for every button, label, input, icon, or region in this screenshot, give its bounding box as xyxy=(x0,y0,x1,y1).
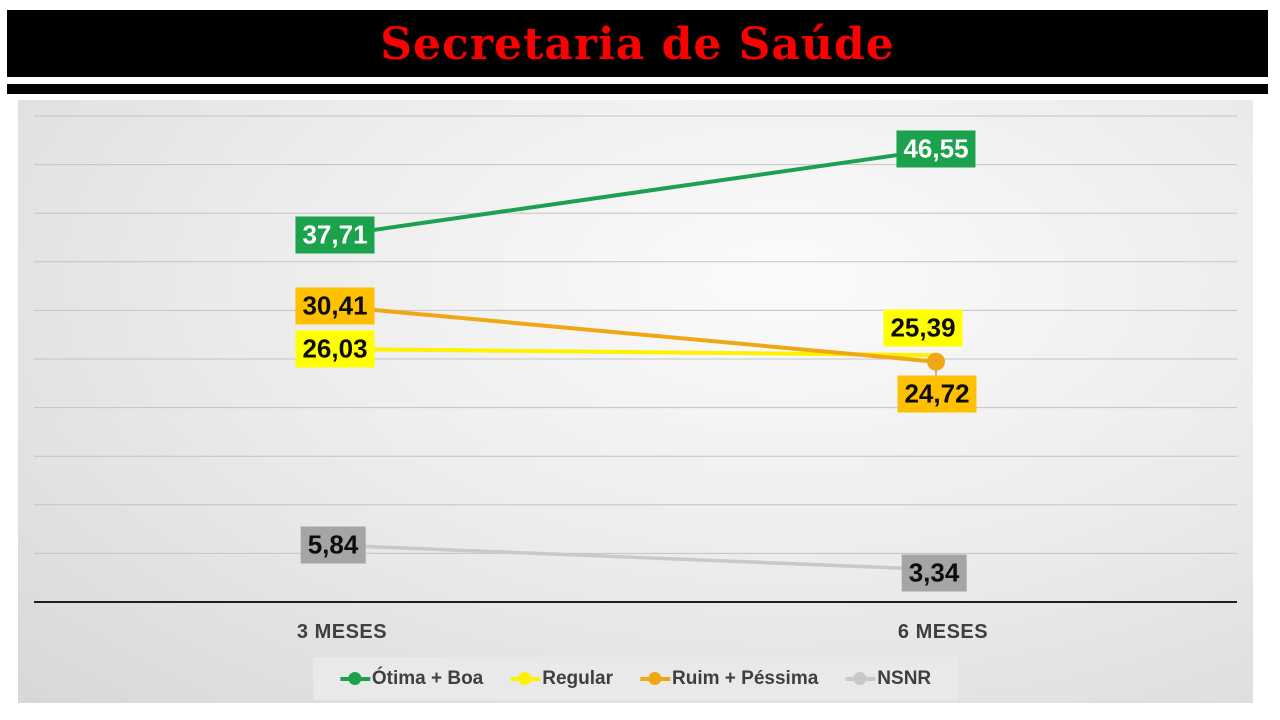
data-label: 24,72 xyxy=(897,375,977,413)
legend-marker-dot xyxy=(853,671,867,685)
point-marker-icon xyxy=(927,352,945,371)
series-line xyxy=(333,543,938,572)
data-label: 3,34 xyxy=(901,554,967,592)
title-banner: Secretaria de Saúde xyxy=(7,10,1268,77)
chart-area: 37,71 46,55 26,03 25,39 30,41 24,72 5,84 3,34 3… xyxy=(18,100,1253,703)
legend-item: NSNR xyxy=(845,668,931,690)
data-label: 30,41 xyxy=(295,287,375,325)
legend-series-marker-icon xyxy=(640,671,671,686)
series-line xyxy=(333,304,938,364)
legend-series-marker-icon xyxy=(339,671,370,686)
data-label: 37,71 xyxy=(295,216,375,254)
legend-marker-dot xyxy=(648,671,662,685)
legend-label: Ótima + Boa xyxy=(371,667,484,689)
divider-bar xyxy=(7,84,1268,94)
legend-label: NSNR xyxy=(877,667,932,689)
legend-series-marker-icon xyxy=(510,671,541,686)
legend-item: Regular xyxy=(510,668,613,690)
legend-marker-dot xyxy=(518,671,532,685)
page-title: Secretaria de Saúde xyxy=(380,18,895,70)
data-label: 5,84 xyxy=(300,526,366,564)
legend-item: Ruim + Péssima xyxy=(640,668,818,690)
chart-canvas xyxy=(34,115,1237,603)
legend-label: Ruim + Péssima xyxy=(672,667,819,689)
category-label: 3 MESES xyxy=(296,621,388,643)
data-label: 46,55 xyxy=(896,130,976,168)
legend-item: Ótima + Boa xyxy=(339,667,484,690)
data-label: 26,03 xyxy=(295,330,375,368)
data-label: 25,39 xyxy=(883,309,963,347)
legend: Ótima + Boa Regular Ruim + Péssima NSNR xyxy=(312,657,959,700)
series-line xyxy=(333,147,938,238)
legend-marker-dot xyxy=(347,671,361,685)
category-label: 6 MESES xyxy=(897,621,989,643)
legend-series-marker-icon xyxy=(845,671,876,686)
legend-label: Regular xyxy=(542,667,614,689)
